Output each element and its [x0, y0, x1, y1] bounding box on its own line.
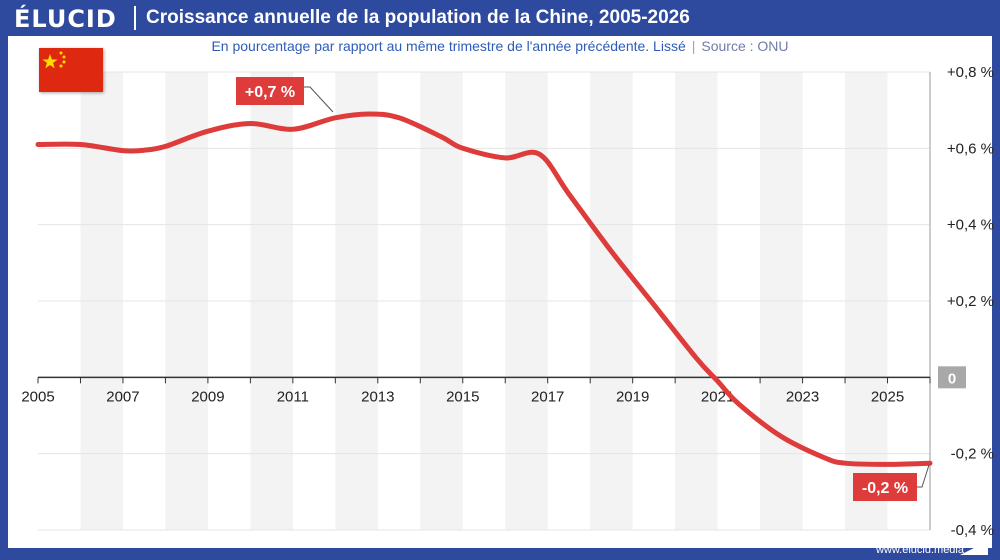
x-tick-label: 2015 [446, 388, 479, 405]
header-divider [134, 6, 136, 30]
y-tick-label: 0 [948, 370, 956, 387]
subtitle-separator: | [691, 38, 696, 54]
subtitle-text: En pourcentage par rapport au même trime… [211, 38, 686, 54]
data-label-box [236, 77, 304, 105]
x-tick-label: 2023 [786, 388, 819, 405]
flag-stars [42, 51, 66, 69]
x-tick-label: 2007 [106, 388, 139, 405]
x-tick-label: 2011 [277, 388, 309, 405]
y-tick-label: +0,6 % [947, 140, 994, 157]
zero-badge: 0 [938, 366, 966, 389]
footer-swoosh-icon [960, 541, 988, 555]
data-label: +0,7 % [236, 77, 334, 113]
data-label-leader [304, 86, 334, 113]
x-tick-label: 2017 [531, 388, 564, 405]
x-tick-label: 2025 [871, 388, 904, 405]
series-line [35, 111, 933, 467]
data-label-text: -0,2 % [862, 480, 908, 497]
elucid-logo: ÉLUCID [14, 5, 117, 33]
data-label-leader [917, 464, 930, 488]
x-tick-label: 2009 [191, 388, 224, 405]
y-tick-label: +0,2 % [947, 293, 994, 310]
y-tick-label: -0,4 % [951, 522, 994, 539]
x-tick-label: 2005 [21, 388, 54, 405]
china-flag-icon [39, 48, 103, 92]
chart-title: Croissance annuelle de la population de … [146, 7, 690, 28]
x-tick-label: 2013 [361, 388, 394, 405]
data-label-box [853, 473, 917, 501]
y-tick-label: +0,4 % [947, 217, 994, 234]
x-tick-label: 2019 [616, 388, 649, 405]
data-label: -0,2 % [853, 464, 930, 501]
y-tick-label: +0,8 % [947, 64, 994, 81]
source-text: Source : ONU [701, 38, 789, 54]
zero-badge-box [938, 366, 966, 389]
data-label-text: +0,7 % [245, 84, 295, 101]
chart-subtitle: En pourcentage par rapport au même trime… [0, 38, 1000, 54]
y-tick-label: -0,2 % [951, 446, 994, 463]
footer-site: www.elucid.media [875, 544, 964, 556]
